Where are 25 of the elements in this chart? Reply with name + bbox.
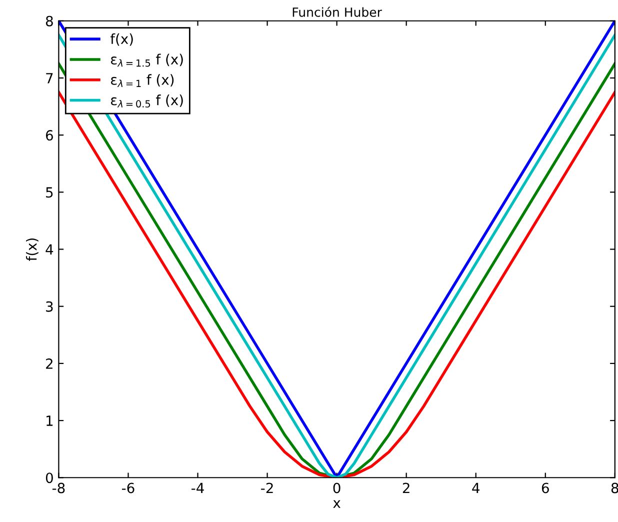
legend-label: f(x) [110,33,133,46]
x-tick-label: -2 [261,482,273,494]
x-tick-label: 0 [333,482,340,494]
x-tick-label: -6 [122,482,134,494]
y-tick-label: 8 [46,16,53,26]
y-tick-label: 5 [46,187,53,198]
y-tick-label: 0 [46,472,53,484]
y-tick-label: 1 [46,416,53,426]
y-tick-label: 6 [46,130,53,141]
chart-title: Función Huber [292,6,382,17]
x-tick-label: 6 [542,482,549,494]
y-tick-label: 3 [46,301,53,312]
x-tick-label: -4 [192,482,204,494]
x-tick-label: -8 [52,482,65,494]
x-tick-label: 4 [472,482,480,494]
x-tick-label: 8 [611,482,618,494]
legend-label: ε$_{λ=1.5}$ f (x) [111,54,183,67]
y-tick-label: 2 [46,358,52,369]
y-axis-title: f(x) [26,238,38,261]
y-tick-label: 7 [46,73,53,84]
legend-label: ε$_{λ=1}$ f (x) [111,74,174,87]
y-tick-label: 4 [46,244,54,255]
legend-label: ε$_{λ=0.5}$ f (x) [111,94,183,108]
x-tick-label: 2 [402,482,410,494]
x-axis-title: x [333,500,340,508]
